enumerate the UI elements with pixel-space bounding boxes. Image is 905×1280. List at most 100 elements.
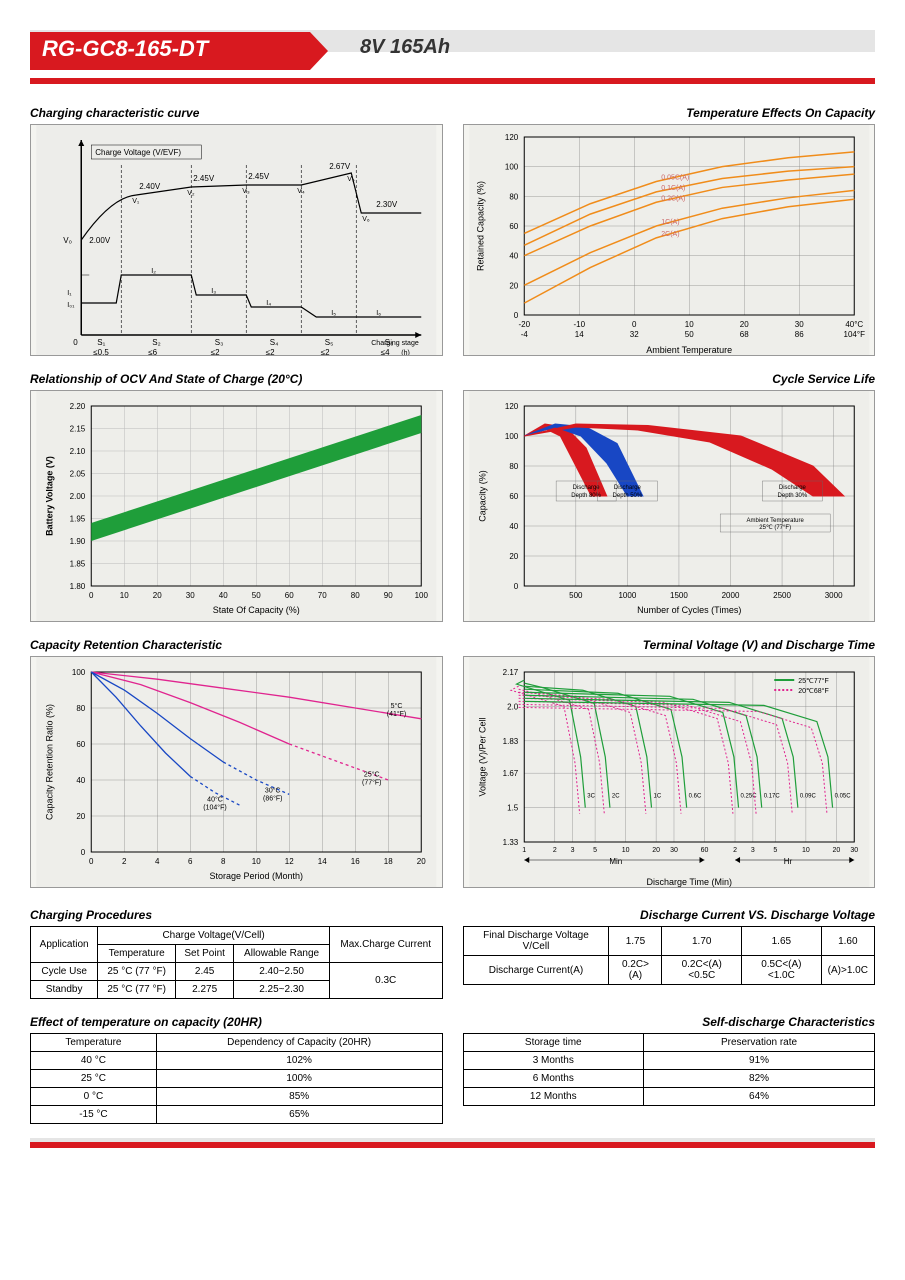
svg-text:1C: 1C <box>653 793 661 799</box>
svg-text:S₅: S₅ <box>325 338 334 347</box>
footer-bar <box>30 1138 875 1148</box>
svg-text:68: 68 <box>739 330 748 339</box>
svg-text:20: 20 <box>509 281 518 290</box>
table2-title: Discharge Current VS. Discharge Voltage <box>463 908 876 922</box>
svg-text:2.30V: 2.30V <box>376 200 398 209</box>
svg-text:1.33: 1.33 <box>502 838 518 847</box>
svg-text:I₅: I₅ <box>331 310 336 317</box>
chart2: 0204060801001200.05C(A)0.1C(A)0.2C(A)1C(… <box>463 124 876 356</box>
svg-text:V₂: V₂ <box>187 190 195 197</box>
svg-text:20: 20 <box>652 847 660 854</box>
chart3: 1.801.851.901.952.002.052.102.152.200102… <box>30 390 443 622</box>
svg-text:Voltage (V)/Per Cell: Voltage (V)/Per Cell <box>477 717 487 796</box>
svg-text:Ambient Temperature: Ambient Temperature <box>646 345 732 355</box>
svg-text:10: 10 <box>621 847 629 854</box>
svg-text:Charge Voltage (V/EVF): Charge Voltage (V/EVF) <box>95 148 181 157</box>
svg-text:90: 90 <box>384 591 393 600</box>
svg-text:500: 500 <box>569 591 583 600</box>
svg-text:2: 2 <box>733 847 737 854</box>
chart4-title: Cycle Service Life <box>463 372 876 386</box>
svg-text:20: 20 <box>76 812 85 821</box>
svg-text:Depth 80%: Depth 80% <box>571 493 601 499</box>
svg-text:12: 12 <box>285 857 294 866</box>
svg-text:40: 40 <box>219 591 228 600</box>
table3-title: Effect of temperature on capacity (20HR) <box>30 1015 443 1029</box>
header: RG-GC8-165-DT 8V 165Ah <box>30 30 875 74</box>
svg-text:Discharge: Discharge <box>572 485 600 491</box>
svg-text:Charging stage: Charging stage <box>371 340 419 347</box>
svg-text:18: 18 <box>384 857 393 866</box>
svg-text:100: 100 <box>72 668 86 677</box>
svg-text:2.17: 2.17 <box>502 668 518 677</box>
svg-text:0: 0 <box>513 582 518 591</box>
svg-text:S₁: S₁ <box>97 338 105 347</box>
svg-text:2500: 2500 <box>773 591 791 600</box>
svg-text:60: 60 <box>700 847 708 854</box>
svg-text:V₁: V₁ <box>132 198 140 205</box>
svg-text:State Of Capacity (%): State Of Capacity (%) <box>213 605 300 615</box>
svg-text:3: 3 <box>750 847 754 854</box>
chart6: 1.331.51.671.832.02.173C2C1C0.6C0.25C0.1… <box>463 656 876 888</box>
svg-text:3C: 3C <box>587 793 595 799</box>
svg-text:40: 40 <box>509 522 518 531</box>
svg-text:2.10: 2.10 <box>70 447 86 456</box>
svg-text:20: 20 <box>153 591 162 600</box>
svg-text:V₅: V₅ <box>347 176 355 183</box>
svg-text:4: 4 <box>155 857 160 866</box>
svg-text:Depth 30%: Depth 30% <box>777 493 807 499</box>
svg-text:60: 60 <box>285 591 294 600</box>
svg-text:0.05C(A): 0.05C(A) <box>661 175 689 182</box>
svg-text:80: 80 <box>509 462 518 471</box>
svg-text:V₀: V₀ <box>63 236 72 245</box>
svg-text:1.90: 1.90 <box>70 537 86 546</box>
svg-text:20: 20 <box>832 847 840 854</box>
svg-text:120: 120 <box>504 133 518 142</box>
svg-text:50: 50 <box>252 591 261 600</box>
chart4: 02040608010012050010001500200025003000Di… <box>463 390 876 622</box>
model-number: RG-GC8-165-DT <box>42 36 208 62</box>
svg-text:50: 50 <box>684 330 693 339</box>
svg-text:30: 30 <box>670 847 678 854</box>
svg-text:20: 20 <box>739 320 748 329</box>
svg-text:2C(A): 2C(A) <box>661 231 679 238</box>
svg-text:2.40V: 2.40V <box>139 182 161 191</box>
svg-text:1.85: 1.85 <box>70 560 86 569</box>
svg-text:104°F: 104°F <box>843 330 865 339</box>
svg-text:1000: 1000 <box>618 591 636 600</box>
svg-text:86: 86 <box>794 330 803 339</box>
svg-text:2.00: 2.00 <box>70 492 86 501</box>
svg-text:Discharge: Discharge <box>778 485 806 491</box>
svg-text:-4: -4 <box>520 330 528 339</box>
svg-text:0: 0 <box>89 857 94 866</box>
svg-text:1.95: 1.95 <box>70 515 86 524</box>
svg-text:Number of Cycles (Times): Number of Cycles (Times) <box>637 605 741 615</box>
svg-text:(77°F): (77°F) <box>362 778 382 786</box>
red-divider <box>30 78 875 84</box>
chart1-title: Charging characteristic curve <box>30 106 443 120</box>
svg-text:3000: 3000 <box>824 591 842 600</box>
svg-text:8: 8 <box>221 857 226 866</box>
svg-text:25℃ (77°F): 25℃ (77°F) <box>759 525 791 531</box>
svg-text:I₆: I₆ <box>376 310 381 317</box>
table1-title: Charging Procedures <box>30 908 443 922</box>
svg-text:20℃68°F: 20℃68°F <box>798 687 829 695</box>
svg-text:30: 30 <box>850 847 858 854</box>
svg-text:2000: 2000 <box>721 591 739 600</box>
svg-text:≤2: ≤2 <box>321 348 330 355</box>
svg-text:(41°F): (41°F) <box>387 710 407 718</box>
svg-text:Capacity Retention Ratio (%): Capacity Retention Ratio (%) <box>44 704 54 820</box>
svg-text:0: 0 <box>81 848 86 857</box>
svg-text:2.45V: 2.45V <box>248 172 270 181</box>
svg-text:V₆: V₆ <box>362 216 370 223</box>
svg-text:Capacity (%): Capacity (%) <box>477 470 487 522</box>
svg-text:40: 40 <box>509 252 518 261</box>
svg-text:16: 16 <box>351 857 360 866</box>
svg-text:100: 100 <box>504 432 518 441</box>
chart6-title: Terminal Voltage (V) and Discharge Time <box>463 638 876 652</box>
chart2-title: Temperature Effects On Capacity <box>463 106 876 120</box>
svg-text:(h): (h) <box>401 350 410 355</box>
svg-text:2.00V: 2.00V <box>89 236 111 245</box>
svg-text:S₂: S₂ <box>152 338 160 347</box>
chart1: Charge Voltage (V/EVF)2.00V2.40V2.45V2.4… <box>30 124 443 356</box>
svg-text:2.05: 2.05 <box>70 470 86 479</box>
